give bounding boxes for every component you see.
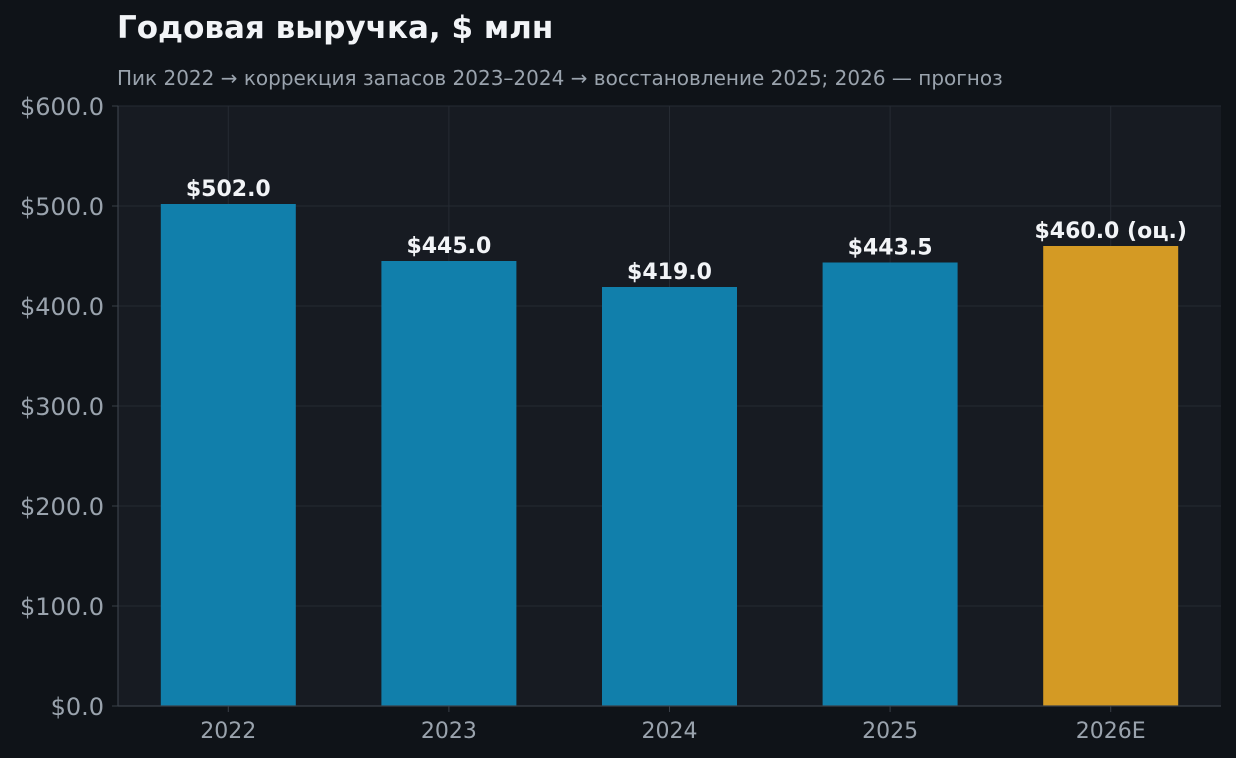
bar-value-label: $443.5 <box>848 236 933 261</box>
x-tick-label: 2024 <box>642 719 698 744</box>
y-tick-label: $600.0 <box>20 93 104 121</box>
bar <box>381 261 517 706</box>
chart-title: Годовая выручка, $ млн <box>117 10 553 46</box>
x-tick-label: 2023 <box>421 719 477 744</box>
x-tick-label: 2022 <box>200 719 256 744</box>
bar <box>822 262 958 706</box>
x-tick-label: 2026E <box>1076 719 1146 744</box>
y-tick-label: $300.0 <box>20 393 104 421</box>
bar-value-label: $460.0 (оц.) <box>1034 219 1186 244</box>
bar-value-label: $502.0 <box>186 177 271 202</box>
bar-forecast <box>1043 246 1179 706</box>
bar-value-label: $445.0 <box>406 234 491 259</box>
bar-value-label: $419.0 <box>627 260 712 285</box>
bar <box>602 287 737 706</box>
y-tick-label: $100.0 <box>20 593 104 621</box>
chart-subtitle: Пик 2022 → коррекция запасов 2023–2024 →… <box>117 66 1003 90</box>
y-tick-label: $500.0 <box>20 193 104 221</box>
y-tick-label: $400.0 <box>20 293 104 321</box>
x-tick-label: 2025 <box>862 719 918 744</box>
y-tick-label: $0.0 <box>51 693 104 721</box>
y-tick-label: $200.0 <box>20 493 104 521</box>
bar <box>160 204 296 706</box>
